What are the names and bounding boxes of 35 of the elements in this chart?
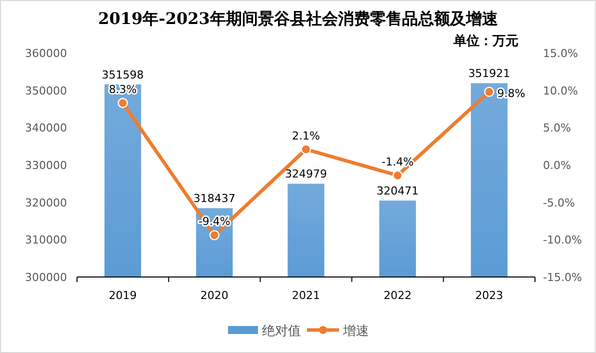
y-tick-label: 330000 <box>25 159 67 172</box>
text: 单位：万元 <box>452 33 518 49</box>
x-tick-label: 2020 <box>200 289 228 302</box>
legend-label: 绝对值 <box>262 324 301 339</box>
chart-title: 2019年-2023年期间景谷县社会消费零售品总额及增速 <box>98 9 499 28</box>
x-tick-label: 2021 <box>292 289 320 302</box>
y2-tick-label: 10.0% <box>543 84 578 98</box>
point <box>484 86 494 97</box>
y2-tick-label: 15.0% <box>543 47 578 60</box>
y-tick-label: 320000 <box>25 196 67 210</box>
point <box>209 230 220 240</box>
x-tick-label: 2022 <box>384 289 412 302</box>
y2-tick-label: 5.0% <box>543 122 571 135</box>
x-tick-label: 2023 <box>475 289 504 302</box>
y-tick-label: 350000 <box>25 84 67 98</box>
data-label: 351598 <box>102 68 144 82</box>
data-label: 318437 <box>193 192 236 206</box>
data-label: 2.1% <box>292 129 320 142</box>
y-tick-label: 300000 <box>25 271 67 284</box>
point <box>300 144 312 154</box>
legend-label: 增速 <box>342 324 369 339</box>
data-label: 324979 <box>285 168 327 181</box>
y-tick-label: 360000 <box>25 47 67 60</box>
y-tick-label: 340000 <box>25 122 67 135</box>
x-tick-label: 2019 <box>108 289 137 302</box>
point <box>118 98 128 108</box>
y-tick-label: 310000 <box>25 234 67 247</box>
point <box>392 170 403 181</box>
y2-tick-label: 0.0% <box>543 159 571 172</box>
y2-tick-label: -10.0% <box>543 234 582 247</box>
data-label: 351921 <box>468 67 510 80</box>
data-label: 320471 <box>376 184 419 198</box>
data-label: 8.3% <box>108 83 137 96</box>
y2-tick-label: -15.0% <box>543 271 582 284</box>
y2-tick-label: -5.0% <box>543 196 575 210</box>
